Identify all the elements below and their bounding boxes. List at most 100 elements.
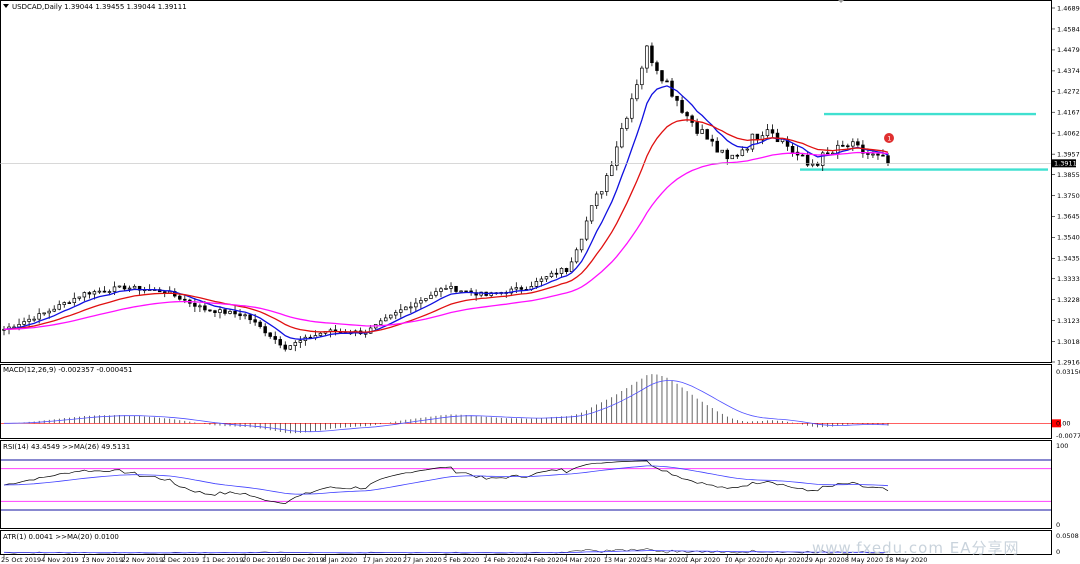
candle-body [268, 332, 272, 337]
candle-body [198, 305, 202, 308]
candle [735, 153, 740, 159]
candle-body [559, 268, 564, 274]
candle-body [630, 98, 634, 119]
atr-tick-label: 0.0508 [1056, 532, 1079, 540]
candle [198, 303, 202, 312]
candle-body [102, 290, 107, 293]
candle [404, 306, 408, 311]
macd-tick-label: -0.007787 [1056, 432, 1080, 440]
candle-body [57, 304, 61, 310]
candle-body [730, 154, 735, 160]
candle [62, 301, 67, 308]
candle [188, 298, 192, 308]
candle [509, 286, 514, 297]
candle-body [650, 45, 654, 64]
candle-body [444, 288, 448, 290]
candle [539, 276, 544, 287]
candle [193, 297, 197, 312]
candle [389, 314, 393, 320]
candle-body [243, 314, 247, 317]
candle [263, 323, 267, 337]
candle-body [97, 290, 102, 293]
candle [162, 291, 167, 298]
date-tick-label: 22 Nov 2019 [122, 556, 164, 564]
candle-body [92, 291, 97, 295]
rsi-title: RSI(14) 43.4549 >>MA(26) 49.5131 [3, 443, 130, 451]
candle [740, 146, 745, 157]
candle-body [851, 141, 855, 147]
candle-body [871, 153, 875, 156]
event-marker[interactable]: 1 [884, 133, 894, 143]
candle-body [544, 276, 549, 280]
candle [127, 285, 132, 293]
candle-body [238, 313, 242, 317]
candle-body [17, 324, 21, 328]
candle-body [42, 312, 46, 315]
rsi-axis: 100 0 [1, 442, 1068, 529]
candle [730, 154, 735, 160]
candle [569, 257, 574, 273]
price-tick-label: 1.44790 [1057, 46, 1080, 54]
candle-body [132, 285, 137, 289]
candle [640, 65, 644, 90]
candle [876, 153, 880, 160]
candle [635, 79, 639, 102]
candle [725, 148, 730, 165]
candle [745, 147, 750, 153]
candle-body [399, 309, 403, 313]
candle [559, 267, 564, 278]
candle-body [263, 326, 267, 334]
event-marker-circle[interactable] [884, 133, 894, 143]
candle [720, 149, 724, 154]
candle-body [429, 294, 433, 299]
macd-tick-label: 0.031508 [1056, 368, 1080, 376]
candle [97, 287, 102, 294]
candle-body [449, 285, 453, 289]
candle [665, 78, 669, 83]
candle [2, 326, 6, 336]
price-tick-label: 1.46890 [1057, 4, 1080, 12]
candle [363, 329, 368, 338]
date-tick-label: 4 Nov 2019 [41, 556, 79, 564]
candle [775, 128, 780, 143]
candle-body [790, 146, 795, 153]
candle [710, 134, 714, 147]
candle-body [514, 287, 519, 290]
candle-body [831, 152, 835, 155]
candles [2, 42, 890, 352]
macd-signal-line [4, 380, 889, 433]
candle-body [87, 292, 92, 295]
candle-body [645, 45, 649, 69]
candle-body [886, 155, 890, 164]
candle-body [464, 290, 468, 293]
candle-body [439, 288, 443, 292]
candle-body [278, 339, 282, 346]
candle [132, 284, 137, 289]
candle-body [604, 175, 609, 192]
candle-body [127, 287, 132, 290]
candle [620, 122, 624, 149]
candle-body [615, 146, 619, 166]
candle-body [213, 310, 217, 313]
candle [544, 275, 549, 282]
candle [584, 216, 589, 242]
price-tick-label: 1.45840 [1057, 25, 1080, 33]
candle-body [705, 129, 709, 140]
price-tick-label: 1.42720 [1057, 88, 1080, 96]
candle [278, 336, 282, 349]
candle [218, 306, 222, 319]
date-tick-label: 24 Feb 2020 [523, 556, 563, 564]
candle-body [404, 306, 408, 311]
support-resistance-levels[interactable] [800, 112, 1048, 171]
macd-axis: 0.031508 0.00 -0.007787 [1, 368, 1080, 440]
candle-body [383, 317, 388, 322]
candle-body [368, 327, 373, 334]
candle [645, 44, 649, 73]
triangle-down-icon[interactable] [3, 4, 9, 8]
atr-lines [3, 548, 889, 554]
candle-body [117, 285, 122, 288]
candle-body [820, 152, 825, 166]
top-marker-icon [838, 0, 844, 3]
candle-body [107, 291, 112, 293]
